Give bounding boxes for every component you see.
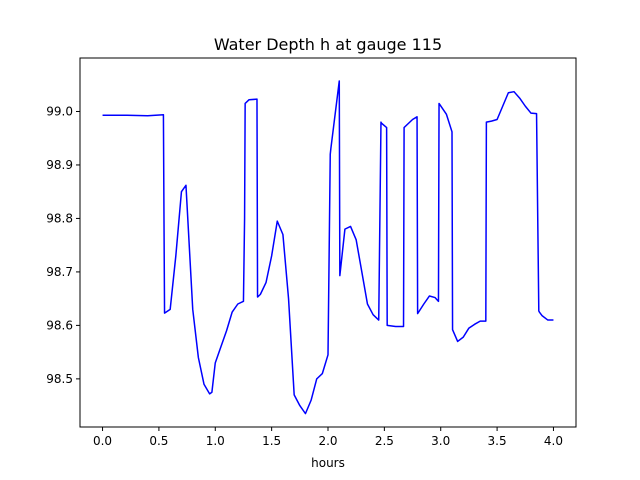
chart-title: Water Depth h at gauge 115 xyxy=(214,35,442,54)
y-tick-label: 98.8 xyxy=(46,211,73,225)
y-tick-label: 99.0 xyxy=(46,104,73,118)
x-axis-label: hours xyxy=(311,456,345,470)
x-tick-label: 4.0 xyxy=(544,434,563,448)
y-tick-label: 98.7 xyxy=(46,265,73,279)
x-axis: 0.0 0.5 1.0 1.5 2.0 2.5 3.0 3.5 4.0 xyxy=(93,427,563,448)
y-tick-label: 98.5 xyxy=(46,372,73,386)
x-tick-label: 3.5 xyxy=(488,434,507,448)
y-axis: 98.5 98.6 98.7 98.8 98.9 99.0 xyxy=(46,104,80,386)
x-tick-label: 0.0 xyxy=(93,434,112,448)
x-tick-label: 1.5 xyxy=(262,434,281,448)
x-tick-label: 2.0 xyxy=(318,434,337,448)
x-tick-label: 1.0 xyxy=(206,434,225,448)
y-tick-label: 98.9 xyxy=(46,158,73,172)
x-tick-label: 0.5 xyxy=(149,434,168,448)
plot-area xyxy=(102,80,554,415)
x-tick-label: 3.0 xyxy=(431,434,450,448)
series-line-0 xyxy=(102,80,554,415)
y-tick-label: 98.6 xyxy=(46,318,73,332)
x-tick-label: 2.5 xyxy=(375,434,394,448)
plot-frame xyxy=(79,57,577,428)
